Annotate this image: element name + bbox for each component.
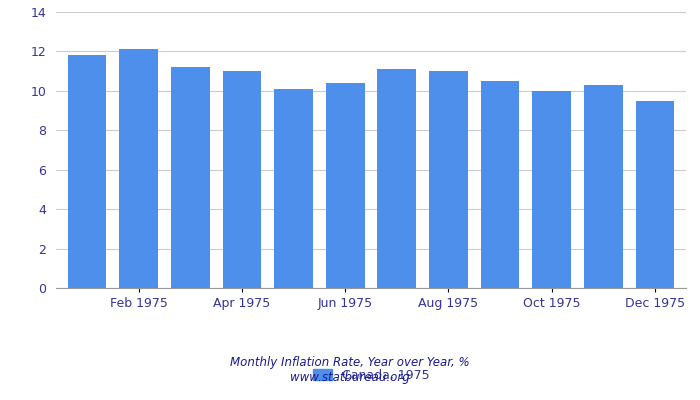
Bar <box>584 85 623 288</box>
Bar <box>119 50 158 288</box>
Bar <box>636 101 674 288</box>
Bar <box>68 55 106 288</box>
Bar <box>326 83 365 288</box>
Bar <box>223 71 261 288</box>
Bar <box>533 91 571 288</box>
Bar <box>274 89 313 288</box>
Bar <box>429 71 468 288</box>
Legend: Canada, 1975: Canada, 1975 <box>308 364 434 387</box>
Bar <box>377 69 416 288</box>
Text: Monthly Inflation Rate, Year over Year, %
www.statbureau.org: Monthly Inflation Rate, Year over Year, … <box>230 356 470 384</box>
Bar <box>171 67 209 288</box>
Bar <box>481 81 519 288</box>
